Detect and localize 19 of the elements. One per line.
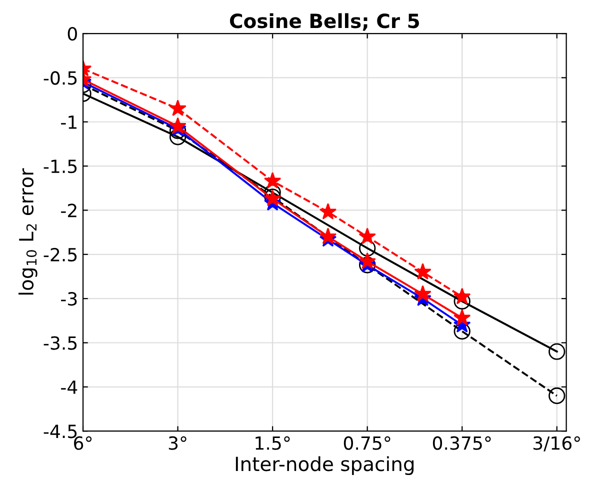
y-tick-label: -2 — [61, 204, 76, 218]
x-tick-label: 0.375° — [432, 436, 491, 450]
y-axis-title: log$_{10}$ L$_{2}$ error — [18, 168, 38, 295]
chart-title: Cosine Bells; Cr 5 — [230, 13, 419, 31]
y-tick-label: -3 — [61, 292, 77, 306]
y-tick-label: -4.5 — [44, 424, 77, 438]
x-tick-label: 3° — [168, 436, 186, 450]
y-tick-label: -0.5 — [44, 71, 77, 85]
y-tick-label: -4 — [61, 380, 78, 394]
y-tick-label: -2.5 — [44, 248, 77, 262]
y-tick-label: -3.5 — [44, 336, 77, 350]
x-axis-title: Inter-node spacing — [236, 456, 414, 476]
y-tick-label: -1 — [61, 116, 76, 129]
x-tick-label: 0.75° — [344, 436, 390, 450]
y-tick-label: -1.5 — [44, 160, 77, 174]
x-tick-label: 3/16° — [533, 436, 580, 452]
y-tick-label: 0 — [68, 26, 77, 41]
x-tick-label: 1.5° — [256, 436, 290, 450]
x-tick-label: 6° — [74, 436, 92, 450]
